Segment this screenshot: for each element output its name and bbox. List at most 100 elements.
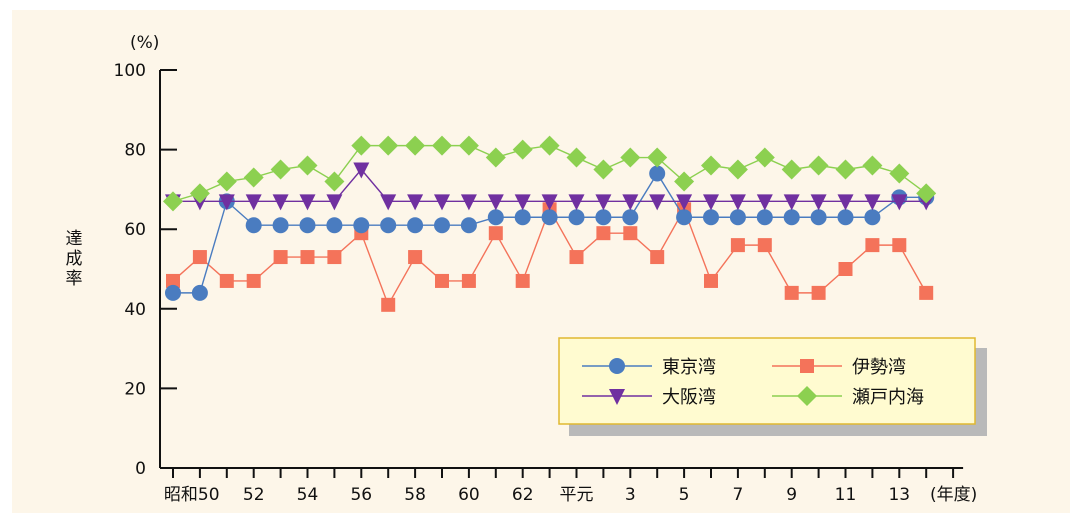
data-point (566, 147, 587, 168)
data-point (595, 209, 612, 226)
data-point (784, 285, 799, 300)
y-tick-label: 80 (124, 141, 146, 161)
data-point (864, 209, 881, 226)
data-point (273, 250, 288, 265)
data-point (810, 194, 827, 211)
data-point (512, 139, 533, 160)
legend-label: 大阪湾 (662, 387, 716, 408)
data-point (192, 250, 207, 265)
x-tick-label: 11 (835, 485, 857, 505)
series-line (173, 172, 927, 294)
data-point (514, 209, 531, 226)
y-tick-label: 60 (124, 220, 146, 240)
data-point (916, 183, 937, 204)
legend-marker (609, 389, 625, 405)
data-point (216, 171, 237, 192)
data-point (514, 194, 531, 211)
series-1 (165, 165, 935, 301)
x-tick-label: 50 (198, 485, 220, 505)
data-point (246, 273, 261, 288)
x-tick-label: 56 (350, 485, 372, 505)
data-point (891, 194, 908, 211)
data-point (620, 147, 641, 168)
x-tick-label: 9 (786, 485, 797, 505)
x-unit-label: (年度) (930, 485, 977, 505)
data-point (593, 159, 614, 180)
legend-marker (800, 359, 814, 373)
data-point (351, 135, 372, 156)
data-point (245, 217, 262, 234)
y-unit-label: (%) (130, 33, 159, 53)
data-point (326, 217, 343, 234)
data-point (889, 163, 910, 184)
data-point (166, 273, 180, 288)
data-point (432, 135, 452, 156)
data-point (272, 217, 289, 234)
data-point (299, 194, 316, 211)
x-tick-label: 3 (625, 485, 636, 505)
legend-label: 伊勢湾 (852, 357, 906, 378)
data-point (754, 147, 775, 168)
x-tick-label: 58 (404, 485, 426, 505)
data-point (674, 171, 695, 192)
series-4 (163, 135, 937, 212)
data-point (381, 297, 396, 312)
data-point (327, 250, 342, 265)
data-point (569, 250, 584, 265)
x-tick-label: 平元 (560, 485, 594, 505)
data-point (435, 273, 449, 288)
x-tick-label: 5 (679, 485, 690, 505)
data-point (407, 217, 424, 234)
data-point (865, 238, 880, 253)
line-chart: (%) (年度) 0 20 40 60 80 100 昭和 50 52 54 56 58 60 62 平元 3… (66, 33, 987, 505)
data-point (810, 209, 827, 226)
data-point (487, 209, 504, 226)
data-point (729, 209, 746, 226)
data-point (862, 155, 883, 176)
data-point (460, 194, 477, 211)
data-point (243, 167, 264, 188)
data-point (919, 285, 934, 300)
y-tick-label: 40 (124, 300, 146, 320)
data-point (756, 209, 773, 226)
data-point (808, 155, 829, 176)
legend-label: 東京湾 (662, 357, 716, 378)
x-tick-label: 62 (512, 485, 534, 505)
data-point (353, 217, 370, 234)
data-point (783, 209, 800, 226)
data-point (704, 273, 718, 288)
data-point (541, 194, 558, 211)
data-point (703, 194, 719, 211)
data-point (647, 147, 668, 168)
data-point (541, 209, 558, 226)
data-point (270, 159, 291, 180)
data-point (488, 226, 503, 241)
data-point (811, 285, 826, 300)
data-point (781, 159, 802, 180)
legend-marker (609, 358, 625, 374)
legend-marker (797, 386, 817, 406)
x-tick-label: 7 (732, 485, 743, 505)
data-point (378, 135, 399, 156)
data-point (380, 217, 397, 234)
data-point (163, 191, 183, 212)
data-point (487, 194, 504, 211)
data-point (191, 284, 208, 301)
data-point (245, 194, 262, 211)
data-point (650, 250, 665, 265)
data-point (623, 226, 638, 241)
data-point (218, 194, 235, 211)
data-point (756, 194, 773, 211)
data-point (649, 194, 666, 211)
chart-panel: (%) (年度) 0 20 40 60 80 100 昭和 50 52 54 56 58 60 62 平元 3… (12, 10, 1070, 513)
data-point (165, 284, 181, 301)
data-point (729, 194, 746, 211)
axes: 0 20 40 60 80 100 昭和 50 52 54 56 58 60 62 平元 3 5 7 9 11 13 達成… (66, 61, 964, 505)
legend-label: 瀬戸内海 (852, 387, 924, 408)
x-tick-label: 13 (888, 485, 910, 505)
y-tick-label: 100 (114, 61, 146, 81)
x-tick-label: 52 (243, 485, 265, 505)
data-point (838, 262, 853, 276)
data-point (649, 165, 666, 182)
